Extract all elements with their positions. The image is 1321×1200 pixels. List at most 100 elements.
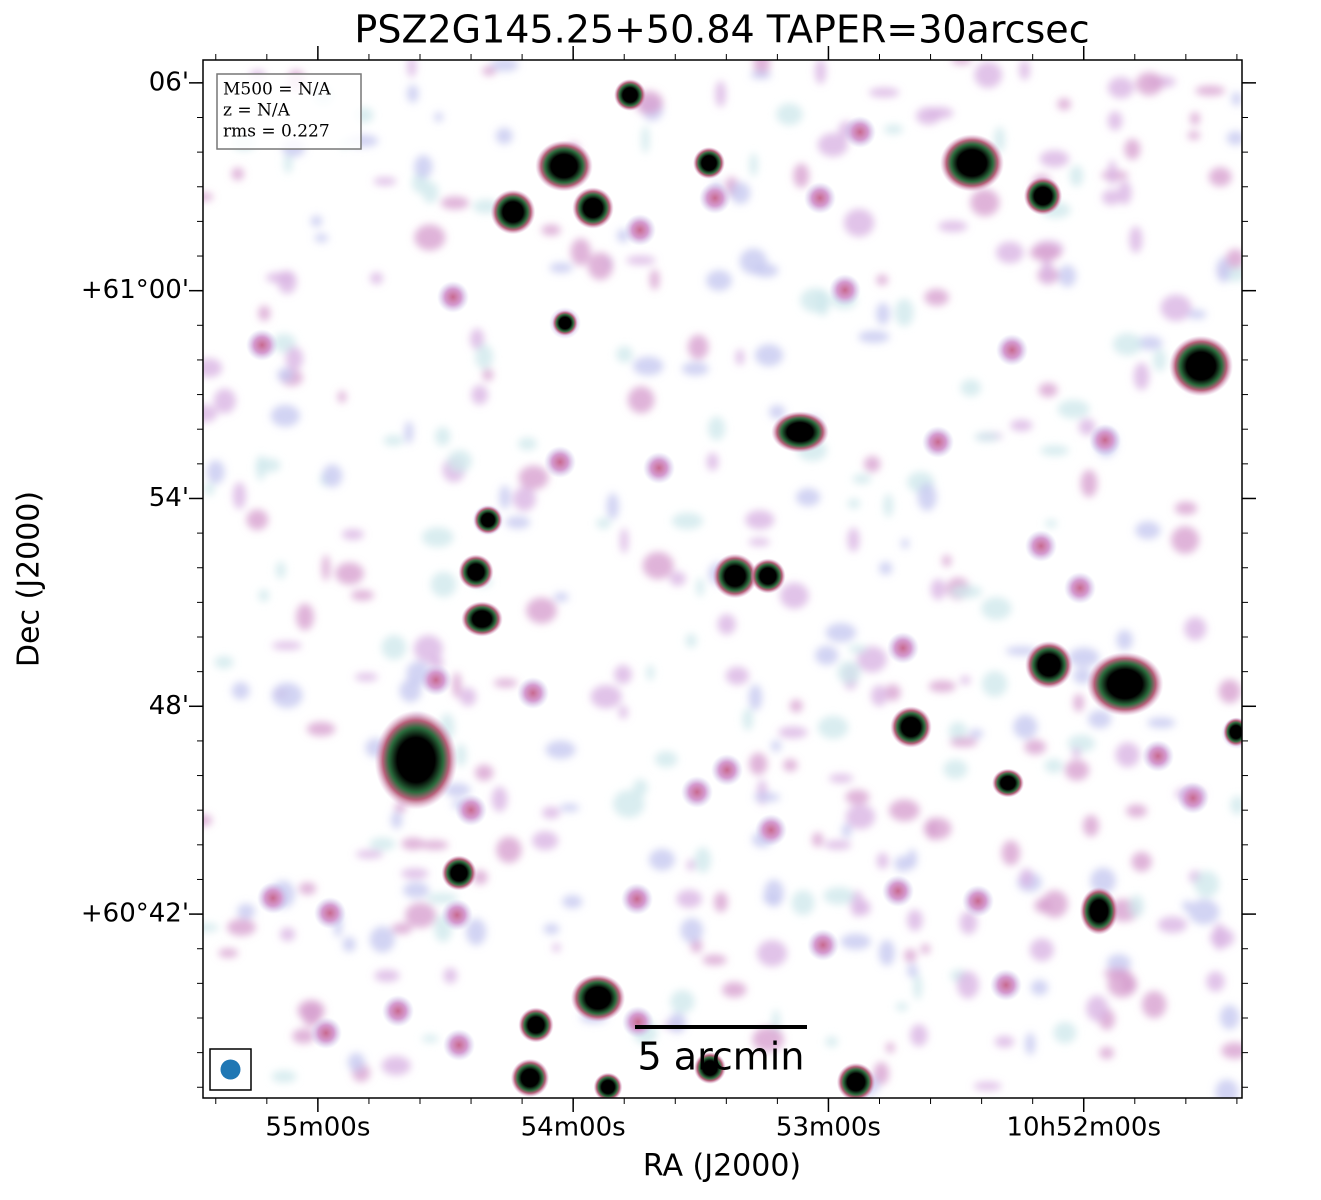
- noise-blob: [258, 589, 270, 602]
- noise-blob: [414, 224, 446, 251]
- noise-blob: [1107, 111, 1123, 131]
- bright-source: [614, 79, 646, 111]
- noise-blob: [482, 368, 494, 381]
- x-tick-label: 10h52m00s: [1006, 1113, 1161, 1143]
- bright-source: [1023, 176, 1063, 216]
- bright-source: [890, 706, 932, 748]
- noise-blob: [256, 458, 281, 473]
- noise-blob: [1078, 418, 1096, 436]
- noise-blob: [443, 967, 458, 984]
- noise-blob: [1206, 971, 1225, 992]
- y-tick-label: 48': [149, 691, 189, 721]
- noise-blob: [847, 498, 861, 509]
- noise-blob: [374, 969, 400, 982]
- faint-source: [622, 1006, 654, 1038]
- noise-blob: [871, 685, 888, 707]
- noise-blob: [1208, 167, 1232, 187]
- noise-blob: [1073, 693, 1085, 712]
- noise-blob: [401, 837, 425, 850]
- noise-blob: [435, 426, 451, 447]
- noise-blob: [1126, 804, 1148, 818]
- bright-source: [1079, 887, 1119, 935]
- noise-blob: [894, 298, 914, 327]
- noise-blob: [1117, 180, 1132, 205]
- noise-blob: [974, 61, 1003, 88]
- noise-blob: [1080, 469, 1098, 498]
- noise-blob: [596, 517, 611, 529]
- noise-blob: [277, 367, 294, 383]
- noise-blob: [1001, 840, 1021, 866]
- noise-blob: [924, 288, 949, 306]
- noise-blob: [778, 726, 808, 739]
- noise-blob: [742, 708, 754, 731]
- noise-blob: [814, 60, 827, 85]
- noise-blob: [749, 752, 768, 776]
- noise-blob: [420, 840, 449, 850]
- noise-blob: [1182, 900, 1192, 912]
- noise-blob: [670, 989, 695, 1014]
- noise-blob: [950, 585, 983, 599]
- noise-blob: [505, 516, 531, 529]
- noise-blob: [1053, 1021, 1077, 1044]
- noise-blob: [1072, 747, 1081, 759]
- faint-source: [441, 899, 473, 931]
- noise-blob: [942, 554, 952, 567]
- noise-blob: [620, 527, 629, 554]
- bright-source: [374, 710, 458, 810]
- noise-blob: [271, 682, 303, 709]
- x-tick-label: 54m00s: [521, 1113, 626, 1143]
- bright-source: [693, 147, 725, 179]
- noise-blob: [845, 789, 870, 805]
- noise-blob: [769, 405, 786, 419]
- noise-blob: [475, 344, 494, 370]
- noise-blob: [795, 488, 821, 507]
- noise-blob: [646, 664, 655, 681]
- noise-blob: [1019, 60, 1030, 81]
- faint-source: [310, 1017, 342, 1049]
- noise-blob: [1112, 333, 1142, 356]
- noise-blob: [226, 918, 256, 936]
- noise-blob: [885, 1042, 895, 1054]
- noise-blob: [335, 562, 364, 585]
- noise-blob: [490, 60, 519, 72]
- noise-blob: [1133, 362, 1150, 391]
- noise-blob: [474, 764, 494, 781]
- noise-blob: [203, 923, 220, 932]
- noise-blob: [812, 832, 824, 847]
- noise-blob: [543, 923, 560, 935]
- noise-blob: [685, 633, 697, 648]
- noise-blob: [1057, 399, 1090, 419]
- noise-blob: [923, 817, 952, 840]
- noise-blob: [559, 803, 580, 812]
- noise-blob: [381, 1056, 411, 1076]
- noise-blob: [1067, 734, 1096, 753]
- noise-blob: [686, 859, 695, 871]
- bright-source: [940, 134, 1004, 192]
- noise-blob: [292, 1028, 315, 1044]
- noise-blob: [1013, 714, 1038, 739]
- noise-blob: [406, 84, 419, 103]
- noise-blob: [876, 274, 888, 286]
- noise-blob: [837, 661, 861, 684]
- noise-blob: [1058, 264, 1077, 287]
- noise-blob: [852, 473, 872, 484]
- noise-blob: [369, 926, 395, 953]
- annotation: M500 = N/A: [223, 80, 332, 100]
- noise-blob: [231, 167, 244, 181]
- noise-blob: [973, 1081, 1002, 1091]
- noise-blob: [495, 127, 513, 145]
- noise-blob: [203, 358, 223, 378]
- noise-blob: [459, 687, 477, 706]
- noise-blob: [1230, 795, 1242, 815]
- noise-blob: [1069, 165, 1084, 187]
- faint-source: [455, 794, 487, 826]
- noise-blob: [1147, 717, 1176, 729]
- noise-blob: [884, 684, 901, 701]
- noise-blob: [982, 670, 1008, 697]
- noise-blob: [917, 483, 937, 511]
- noise-blob: [1135, 521, 1161, 540]
- noise-blob: [676, 889, 702, 908]
- faint-source: [1025, 530, 1057, 562]
- noise-blob: [1187, 130, 1201, 140]
